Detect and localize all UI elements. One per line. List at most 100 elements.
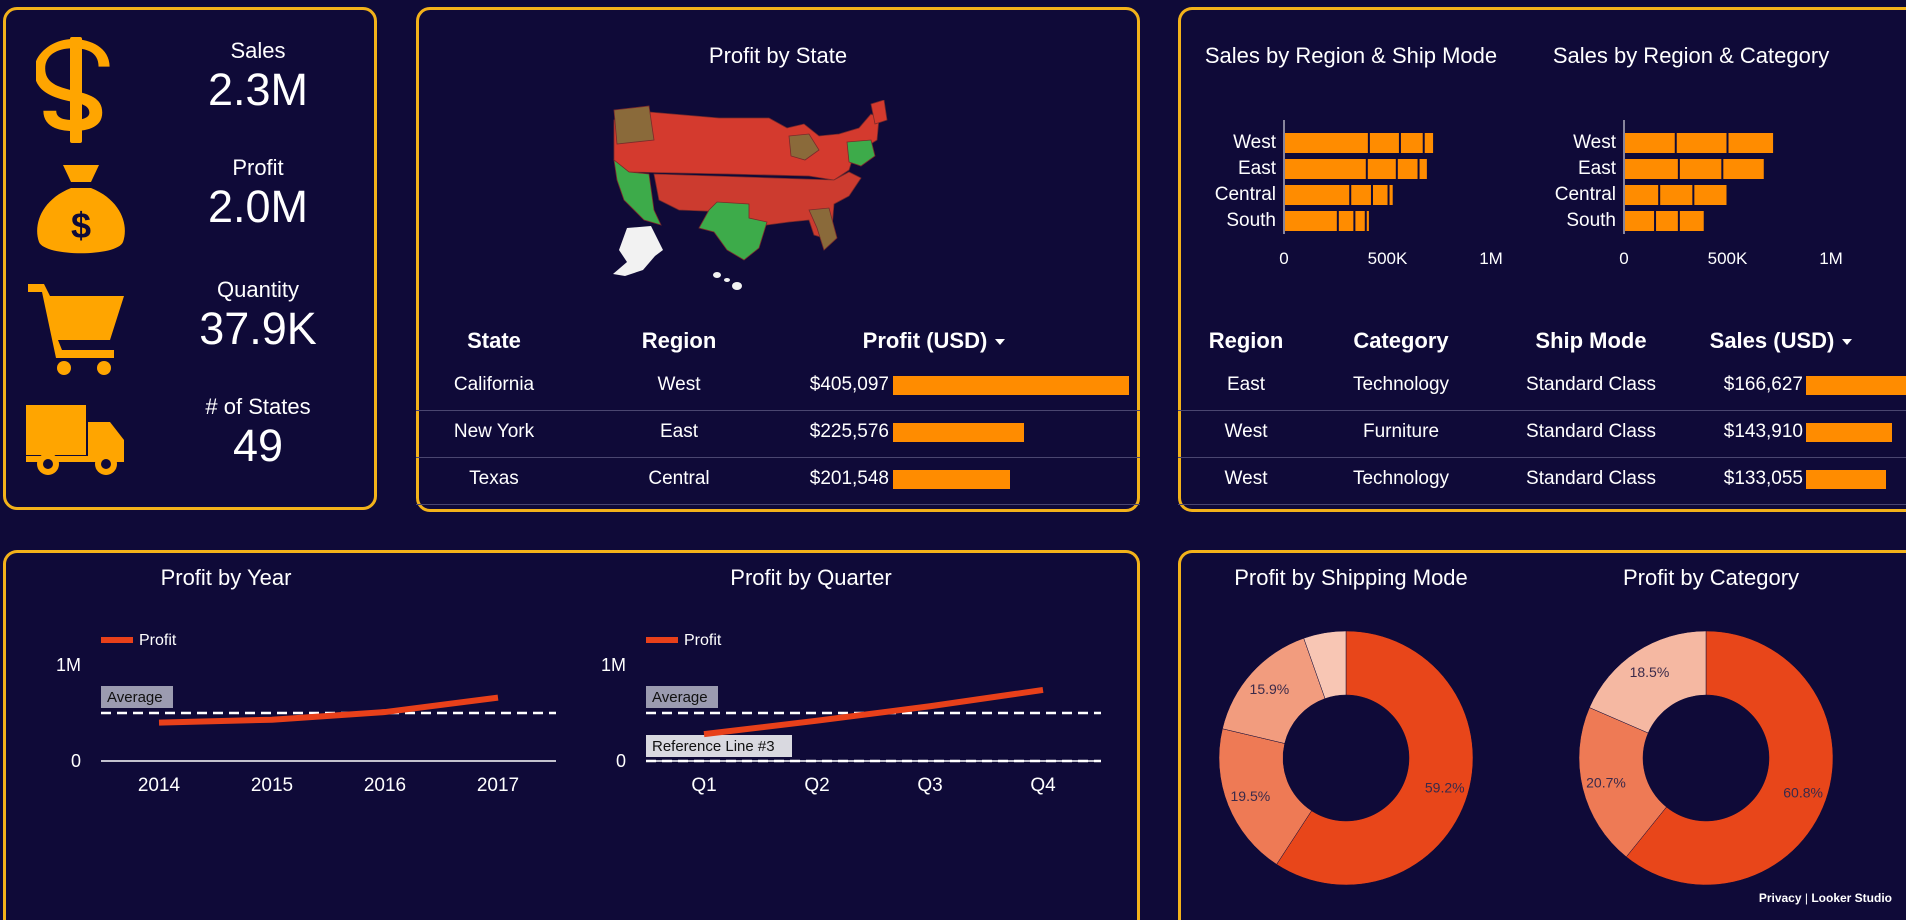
sales-bar	[1806, 423, 1892, 442]
bar-segment[interactable]	[1400, 133, 1423, 153]
map-maine[interactable]	[870, 100, 888, 125]
bar-segment[interactable]	[1366, 211, 1369, 231]
bar-segment[interactable]	[1679, 211, 1704, 231]
donut-slice[interactable]	[1578, 707, 1667, 858]
profit-line[interactable]	[158, 694, 499, 726]
bar-segment[interactable]	[1397, 159, 1418, 179]
donut-slice[interactable]	[1303, 630, 1347, 699]
reference-label-box	[646, 735, 792, 757]
bar-segment[interactable]	[1625, 211, 1655, 231]
truck-icon	[26, 405, 124, 475]
looker-studio-link[interactable]: Looker Studio	[1811, 891, 1892, 905]
sales-col-header[interactable]: Sales (USD)	[1681, 328, 1881, 354]
kpi-sales-value: 2.3M	[207, 64, 309, 115]
region-col-header[interactable]: Region	[641, 328, 717, 353]
cell-state: New York	[453, 421, 535, 442]
map-region-north[interactable]	[613, 111, 880, 181]
map-texas[interactable]	[698, 201, 768, 261]
bar-segment[interactable]	[1424, 133, 1434, 153]
profit-by-state-title: Profit by State	[708, 43, 848, 68]
category-donut[interactable]: 60.8% 20.7% 18.5%	[1571, 623, 1841, 893]
x-tick-label: 2017	[477, 775, 519, 796]
profit-col-header[interactable]: Profit (USD)	[804, 328, 1064, 354]
bar-segment[interactable]	[1355, 211, 1365, 231]
bar-segment[interactable]	[1389, 185, 1393, 205]
category-label: West	[1233, 132, 1277, 153]
bar-segment[interactable]	[1367, 159, 1396, 179]
sales-col-header-label: Sales (USD)	[1709, 328, 1835, 353]
bar-segment[interactable]	[1625, 185, 1659, 205]
map-northeast[interactable]	[846, 139, 876, 167]
bar-segment[interactable]	[1285, 159, 1366, 179]
bar-segment[interactable]	[1419, 159, 1427, 179]
bar-segment[interactable]	[1285, 133, 1368, 153]
map-region-south[interactable]	[653, 171, 862, 241]
bar-segment[interactable]	[1625, 133, 1675, 153]
donut-slice[interactable]	[1218, 728, 1312, 865]
bar-segment[interactable]	[1723, 159, 1764, 179]
x-tick-label: 1M	[1819, 249, 1843, 268]
kpi-profit-label: Profit	[232, 155, 284, 180]
legend-label: Profit	[684, 632, 722, 649]
donut-slice[interactable]	[1625, 630, 1834, 886]
profit-by-year-chart[interactable]: Profit 1M 0 Average 2014 2015 2016 2017	[36, 613, 576, 813]
slice-label: 15.9%	[1250, 681, 1290, 697]
sort-arrow-icon[interactable]	[995, 339, 1006, 346]
map-hawaii[interactable]	[713, 272, 742, 290]
cell-region: East	[1226, 374, 1266, 395]
x-tick-label: 0	[1279, 249, 1288, 268]
bar-segment[interactable]	[1285, 211, 1337, 231]
profit-line[interactable]	[703, 686, 1044, 738]
sort-arrow-icon[interactable]	[1842, 339, 1853, 346]
privacy-link[interactable]: Privacy	[1758, 891, 1802, 905]
bar-segment[interactable]	[1656, 211, 1678, 231]
bar-segment[interactable]	[1694, 185, 1727, 205]
cell-region: East	[659, 421, 699, 442]
x-tick-label: 500K	[1368, 249, 1408, 268]
bar-segment[interactable]	[1285, 185, 1350, 205]
donut-slice[interactable]	[1589, 630, 1707, 734]
us-map[interactable]	[609, 100, 909, 300]
cart-icon	[28, 284, 124, 375]
profit-bar	[893, 423, 1024, 442]
bar-segment[interactable]	[1625, 159, 1678, 179]
bar-segment[interactable]	[1728, 133, 1774, 153]
shipping-mode-donut[interactable]: 59.2% 19.5% 15.9%	[1211, 623, 1481, 893]
row-divider	[1178, 504, 1906, 505]
row-divider	[416, 457, 1140, 458]
map-region-west[interactable]	[613, 159, 662, 226]
dollar-icon	[36, 37, 110, 143]
category-label: East	[1238, 158, 1277, 179]
map-midwest[interactable]	[788, 133, 820, 161]
state-col-header[interactable]: State	[467, 328, 521, 353]
legend-swatch	[646, 637, 678, 643]
bar-segment[interactable]	[1369, 133, 1399, 153]
bar-segment[interactable]	[1676, 133, 1727, 153]
bar-segment[interactable]	[1351, 185, 1371, 205]
cell-ship-mode: Standard Class	[1526, 468, 1656, 489]
map-region-northwest[interactable]	[613, 105, 655, 145]
profit-by-year-title: Profit by Year	[160, 565, 292, 590]
cell-ship-mode: Standard Class	[1526, 421, 1656, 442]
bar-segment[interactable]	[1338, 211, 1354, 231]
map-southeast[interactable]	[808, 207, 838, 251]
average-label: Average	[107, 689, 163, 706]
ship-mode-col-header[interactable]: Ship Mode	[1535, 328, 1647, 353]
donut-slice[interactable]	[1276, 630, 1474, 886]
cell-region: West	[657, 374, 701, 395]
profit-over-time-card: Profit by Year Profit by Quarter Profit 1…	[3, 550, 1140, 920]
profit-by-quarter-chart[interactable]: Profit 1M 0 Reference Line #3 Average Q1 Q2 Q3 Q…	[581, 613, 1121, 813]
bar-segment[interactable]	[1679, 159, 1722, 179]
cell-profit: $405,097	[809, 374, 889, 395]
average-label-box	[101, 686, 173, 708]
x-tick-label: Q2	[804, 775, 829, 796]
bar-segment[interactable]	[1660, 185, 1693, 205]
average-label: Average	[652, 689, 708, 706]
region-col-header[interactable]: Region	[1208, 328, 1284, 353]
map-alaska[interactable]	[613, 226, 663, 276]
category-col-header[interactable]: Category	[1353, 328, 1449, 353]
kpi-states-label: # of States	[205, 394, 311, 419]
bar-segment[interactable]	[1372, 185, 1388, 205]
